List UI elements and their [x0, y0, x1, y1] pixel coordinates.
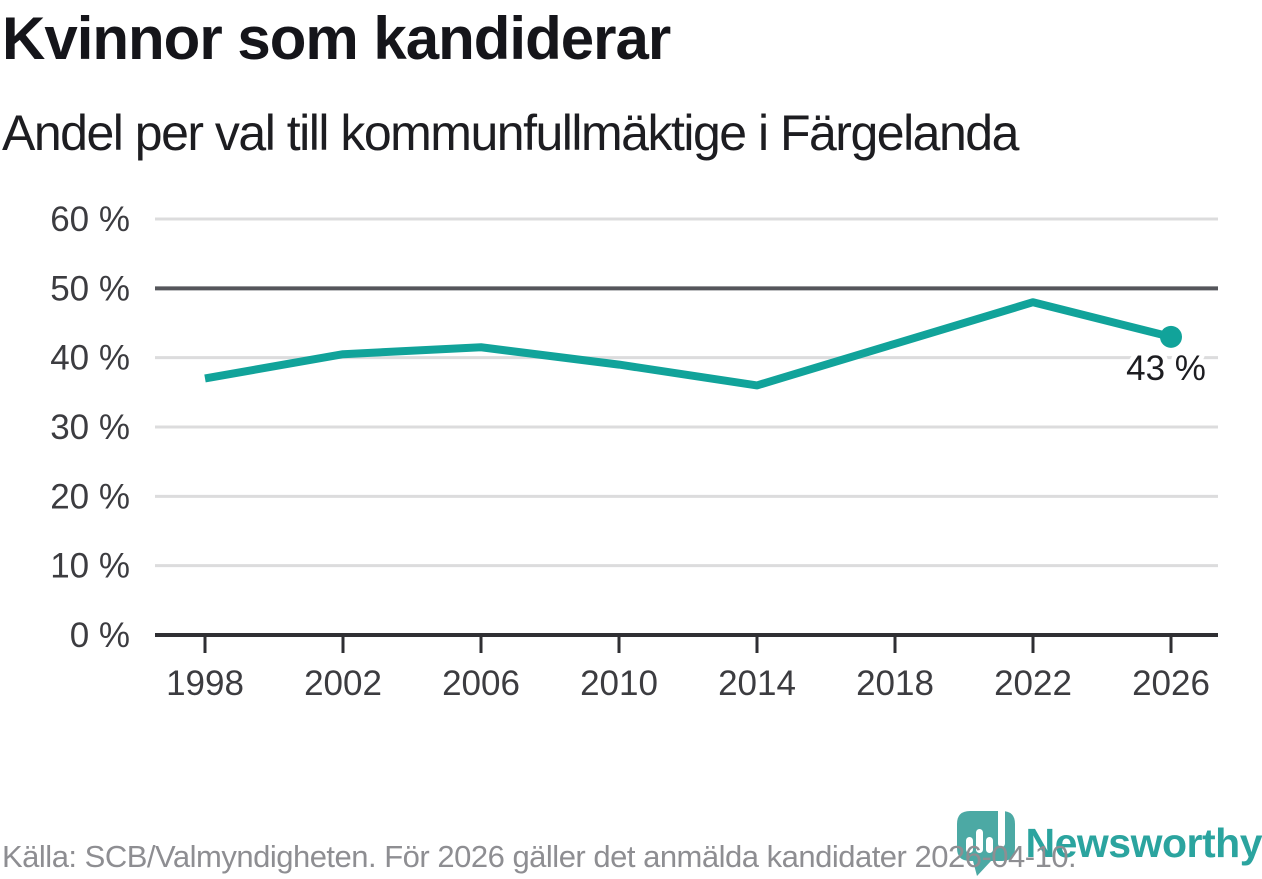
logo-bar-4 — [997, 807, 1005, 847]
newsworthy-pin-barchart-icon — [956, 807, 1015, 876]
x-axis-tick-label: 2018 — [856, 664, 934, 703]
y-axis-tick-label: 50 % — [50, 269, 130, 308]
chart-footer: Källa: SCB/Valmyndigheten. För 2026 gäll… — [0, 805, 1262, 879]
x-axis-tick-label: 2010 — [580, 664, 658, 703]
newsworthy-logo: Newsworthy — [955, 807, 1262, 877]
chart-subtitle: Andel per val till kommunfullmäktige i F… — [2, 105, 1019, 161]
newsworthy-wordmark: Newsworthy — [1025, 819, 1262, 866]
x-axis-tick-label: 2022 — [994, 664, 1072, 703]
source-note: Källa: SCB/Valmyndigheten. För 2026 gäll… — [2, 839, 1077, 874]
y-axis-tick-label: 40 % — [50, 339, 130, 378]
logo-bar-2 — [975, 829, 983, 853]
y-axis-tick-label: 60 % — [50, 200, 130, 239]
x-axis-tick-label: 2002 — [304, 664, 382, 703]
data-line — [204, 298, 1172, 390]
x-axis-tick-label: 2026 — [1132, 664, 1210, 703]
y-axis-tick-label: 0 % — [70, 616, 130, 655]
x-axis-tick-label: 1998 — [166, 664, 244, 703]
end-value-label: 43 % — [1126, 349, 1206, 388]
logo-bar-3 — [985, 837, 993, 853]
chart-title: Kvinnor som kandiderar — [2, 5, 671, 72]
y-axis-tick-label: 30 % — [50, 408, 130, 447]
end-point-marker — [1160, 325, 1182, 348]
x-axis-tick-label: 2014 — [718, 664, 796, 703]
x-axis-tick-label: 2006 — [442, 664, 520, 703]
y-axis-tick-label: 10 % — [50, 547, 130, 586]
logo-bar-1 — [965, 837, 973, 853]
y-axis-tick-label: 20 % — [50, 477, 130, 516]
